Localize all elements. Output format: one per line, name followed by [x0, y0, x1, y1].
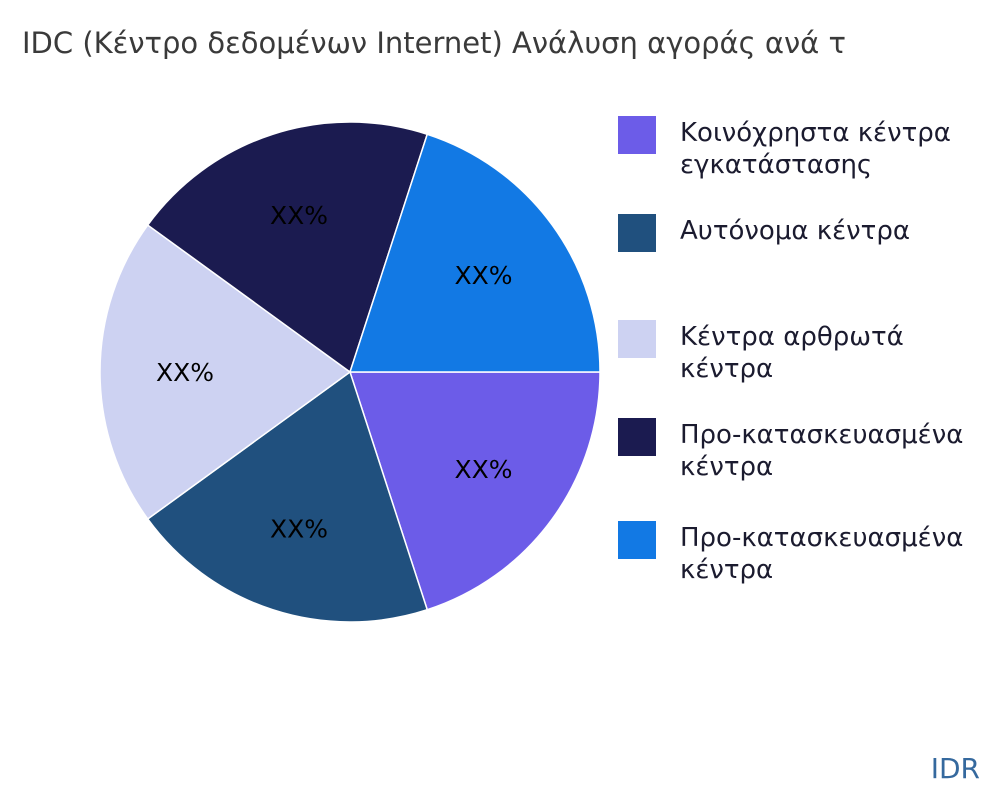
legend-label: Προ-κατασκευασμένα κέντρα — [680, 523, 964, 585]
legend-label: Αυτόνομα κέντρα — [680, 216, 910, 246]
slice-percent-label: XX% — [454, 455, 512, 484]
pie-slice — [146, 370, 429, 623]
legend-label: Προ-κατασκευασμένα κέντρα — [680, 420, 964, 482]
legend-item: Προ-κατασκευασμένα κέντρα — [618, 521, 963, 586]
pie-slice — [348, 133, 601, 373]
legend-swatch — [618, 214, 656, 252]
legend-swatch — [618, 418, 656, 456]
pie-chart: XX% XX% XX% XX% XX% — [99, 121, 601, 623]
legend-label: Κοινόχρηστα κέντρα εγκατάστασης — [680, 118, 951, 180]
legend-item: Προ-κατασκευασμένα κέντρα — [618, 418, 963, 483]
legend-label: Κέντρα αρθρωτά κέντρα — [680, 322, 904, 384]
slice-percent-label: XX% — [454, 261, 512, 290]
legend-item: Αυτόνομα κέντρα — [618, 214, 910, 252]
pie-slice — [146, 121, 429, 374]
pie-slice — [348, 371, 601, 611]
chart-title: IDC (Κέντρο δεδομένων Internet) Ανάλυση … — [22, 26, 846, 60]
legend-swatch — [618, 116, 656, 154]
pie-slice — [99, 224, 352, 520]
slice-percent-label: XX% — [270, 515, 328, 544]
slice-percent-label: XX% — [270, 201, 328, 230]
legend-item: Κέντρα αρθρωτά κέντρα — [618, 320, 1000, 385]
slice-percent-label: XX% — [156, 358, 214, 387]
legend-item: Κοινόχρηστα κέντρα εγκατάστασης — [618, 116, 951, 181]
legend-swatch — [618, 521, 656, 559]
legend-swatch — [618, 320, 656, 358]
watermark: IDR — [930, 752, 980, 785]
